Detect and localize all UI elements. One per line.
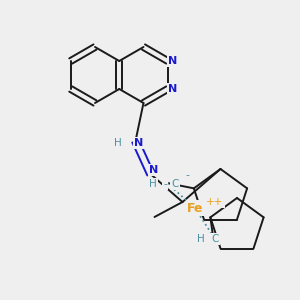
Text: ++: ++	[206, 197, 224, 207]
Text: Fe: Fe	[187, 202, 203, 214]
Text: N: N	[168, 84, 177, 94]
Text: H: H	[114, 138, 122, 148]
Text: N: N	[168, 56, 177, 66]
Text: -: -	[163, 179, 167, 189]
Text: N: N	[149, 165, 158, 175]
Text: C: C	[171, 179, 179, 189]
Text: -: -	[185, 170, 189, 180]
Text: H: H	[149, 179, 157, 189]
Text: C: C	[211, 234, 219, 244]
Text: H: H	[197, 234, 205, 244]
Text: N: N	[134, 138, 143, 148]
